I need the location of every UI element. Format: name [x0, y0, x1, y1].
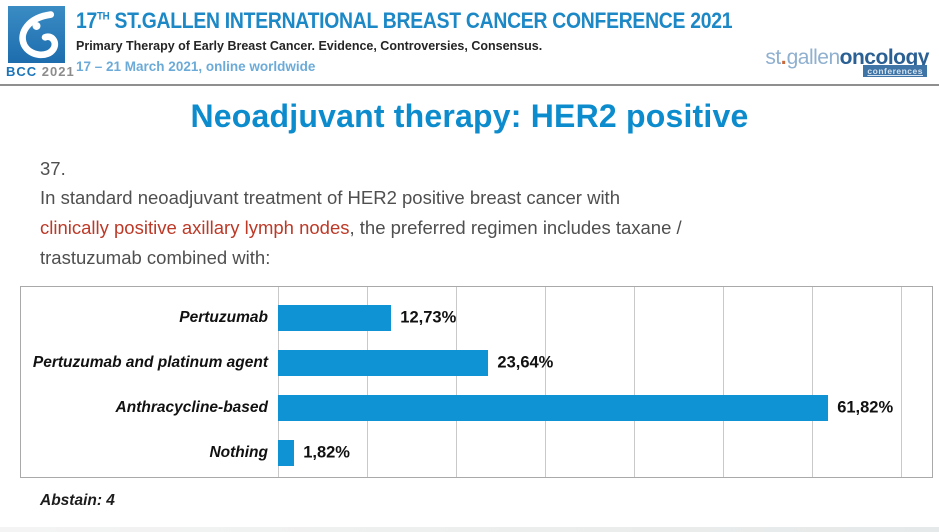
bar [278, 439, 295, 466]
bcc-text: BCC [6, 64, 38, 79]
chart-row: Nothing 1,82% [21, 430, 932, 475]
header-divider [0, 84, 939, 86]
gridline [723, 287, 724, 477]
axis-baseline [278, 287, 279, 477]
bar-label: Nothing [209, 443, 268, 461]
conference-date: 17 – 21 March 2021, online worldwide [76, 59, 316, 74]
bar-value: 61,82% [837, 398, 894, 416]
gridline [901, 287, 902, 477]
bar [278, 349, 489, 376]
header-text: 17TH ST.GALLEN INTERNATIONAL BREAST CANC… [76, 8, 822, 74]
bar-value: 12,73% [400, 308, 457, 326]
brand-conferences-tag: conferences [863, 65, 927, 77]
question-line3: trastuzumab combined with: [40, 247, 271, 268]
brand-gallen: gallen [786, 46, 841, 69]
abstain-note: Abstain: 4 [40, 492, 115, 509]
question-text: In standard neoadjuvant treatment of HER… [40, 183, 870, 273]
gridline [367, 287, 368, 477]
bar-label: Pertuzumab and platinum agent [32, 353, 268, 371]
chart-row: Anthracycline-based 61,82% [21, 385, 932, 430]
page-title: Neoadjuvant therapy: HER2 positive [190, 98, 749, 134]
gridline [456, 287, 457, 477]
bar-area: 23,64% [278, 340, 932, 385]
bar-area: 61,82% [278, 385, 932, 430]
bar-area: 12,73% [278, 295, 932, 340]
chart-rows: Pertuzumab 12,73% Pertuzumab and platinum … [21, 287, 932, 475]
question-number: 37. [40, 158, 66, 179]
brand-dot: . [780, 46, 787, 69]
bar-area: 1,82% [278, 430, 932, 475]
conference-title-sup: TH [97, 10, 110, 23]
brand-st: st [765, 46, 781, 69]
conference-title-rest: ST.GALLEN INTERNATIONAL BREAST CANCER CO… [109, 8, 733, 33]
chart: Pertuzumab 12,73% Pertuzumab and platinum … [20, 286, 933, 478]
bar [278, 394, 829, 421]
question-line1: In standard neoadjuvant treatment of HER… [40, 187, 620, 208]
gridline [545, 287, 546, 477]
conference-title: 17TH ST.GALLEN INTERNATIONAL BREAST CANC… [76, 8, 733, 34]
gridline [634, 287, 635, 477]
bar [278, 304, 392, 331]
bar-label: Pertuzumab [179, 308, 268, 326]
stgallen-oncology-logo: st.gallenoncology conferences [765, 46, 930, 77]
bcc-logo [8, 6, 65, 63]
chart-row: Pertuzumab and platinum agent 23,64% [21, 340, 932, 385]
video-edge-artifact [0, 527, 939, 532]
conference-title-number: 17 [76, 8, 98, 33]
bar-label: Anthracycline-based [115, 398, 268, 416]
bar-value: 23,64% [497, 353, 554, 371]
chart-row: Pertuzumab 12,73% [21, 295, 932, 340]
question-block: 37. In standard neoadjuvant treatment of… [40, 158, 870, 273]
bcc-year: 2021 [41, 64, 75, 79]
bar-value: 1,82% [303, 443, 350, 461]
brand-oncology: oncology [839, 46, 930, 69]
conference-subtitle: Primary Therapy of Early Breast Cancer. … [76, 39, 543, 53]
swan-icon [19, 11, 59, 59]
question-line2: , the preferred regimen includes taxane … [349, 217, 682, 238]
bcc-logo-caption: BCC 2021 [6, 64, 75, 79]
question-highlight: clinically positive axillary lymph nodes [40, 217, 350, 238]
gridline [812, 287, 813, 477]
header: BCC 2021 17TH ST.GALLEN INTERNATIONAL BR… [0, 0, 939, 86]
